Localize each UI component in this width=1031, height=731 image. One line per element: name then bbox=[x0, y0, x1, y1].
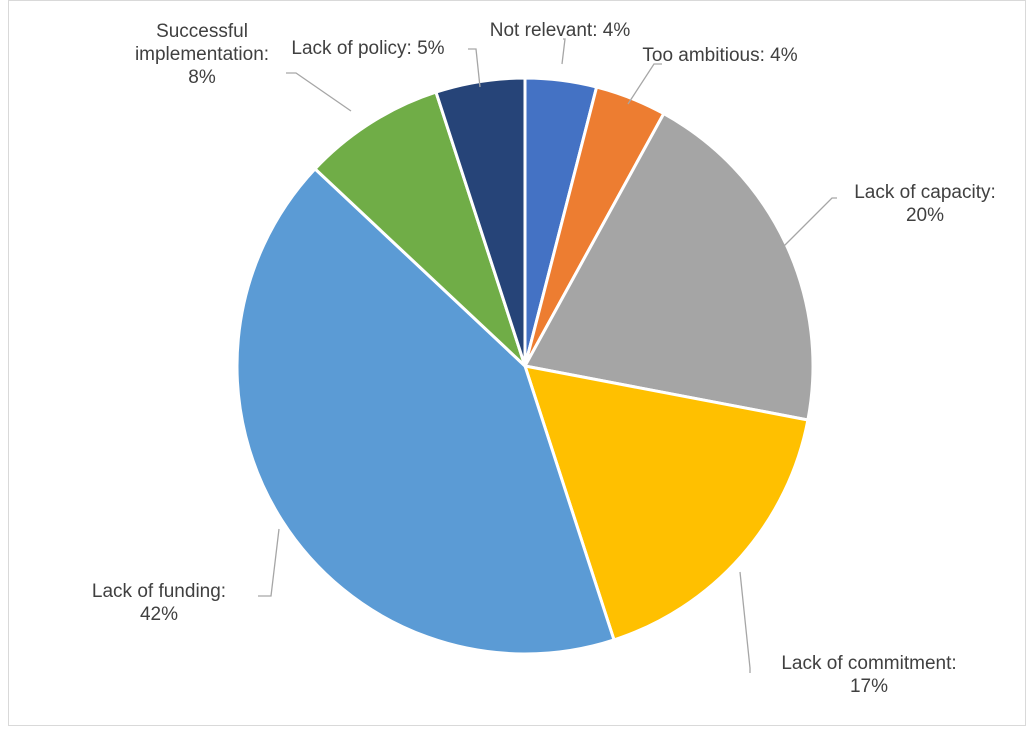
leader-line-too-ambitious bbox=[627, 63, 662, 105]
leader-line-lack-of-capacity bbox=[782, 197, 837, 248]
chart-area: Not relevant: 4% Too ambitious: 4% Lack of… bbox=[8, 0, 1026, 726]
leader-line-lack-of-funding bbox=[258, 528, 280, 597]
data-label-line: 42% bbox=[140, 604, 178, 625]
pie-slice-successful-implementation bbox=[313, 90, 527, 368]
leader-line-lack-of-policy bbox=[468, 48, 481, 88]
data-label-too-ambitious: Too ambitious: 4% bbox=[642, 45, 797, 66]
data-label-line: Too ambitious: 4% bbox=[642, 45, 797, 66]
data-label-line: Lack of policy: 5% bbox=[291, 38, 444, 59]
data-label-line: Lack of capacity: bbox=[854, 182, 996, 203]
data-label-line: Lack of funding: bbox=[92, 581, 226, 602]
data-label-line: Not relevant: 4% bbox=[490, 20, 631, 41]
data-label-lack-of-capacity: Lack of capacity: 20% bbox=[854, 182, 996, 226]
pie-slice-lack-of-capacity bbox=[523, 112, 815, 422]
data-label-not-relevant: Not relevant: 4% bbox=[490, 20, 631, 41]
data-label-lack-of-policy: Lack of policy: 5% bbox=[291, 38, 444, 59]
leader-line-not-relevant bbox=[561, 38, 566, 65]
leader-line-lack-of-commitment bbox=[739, 571, 751, 673]
data-label-line: 20% bbox=[906, 205, 944, 226]
data-label-line: 17% bbox=[850, 676, 888, 697]
pie-chart: Not relevant: 4% Too ambitious: 4% Lack of… bbox=[92, 20, 996, 697]
data-label-lack-of-funding: Lack of funding: 42% bbox=[92, 581, 226, 625]
data-label-lack-of-commitment: Lack of commitment: 17% bbox=[781, 653, 956, 697]
data-label-line: 8% bbox=[188, 67, 216, 88]
pie-slice-lack-of-commitment bbox=[523, 364, 810, 642]
data-label-line: implementation: bbox=[135, 44, 269, 65]
pie-slice-lack-of-funding bbox=[235, 167, 616, 656]
pie-slices bbox=[235, 76, 815, 656]
data-label-line: Lack of commitment: bbox=[781, 653, 956, 674]
data-labels: Not relevant: 4% Too ambitious: 4% Lack of… bbox=[92, 20, 996, 697]
data-label-successful-implementation: Successful implementation: 8% bbox=[135, 21, 269, 88]
leader-line-successful-implementation bbox=[286, 72, 352, 112]
leader-lines bbox=[258, 38, 837, 673]
data-label-line: Successful bbox=[156, 21, 248, 42]
